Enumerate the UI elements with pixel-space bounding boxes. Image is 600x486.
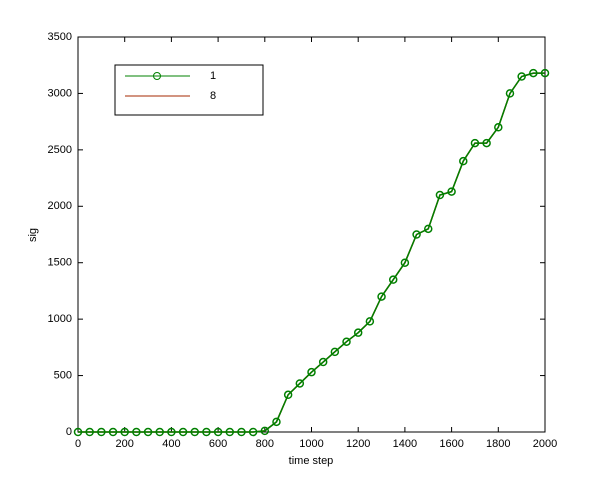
data-point [307, 367, 316, 377]
data-point [388, 275, 398, 284]
y-tick-label: 3000 [48, 87, 72, 99]
y-tick-label: 500 [54, 369, 72, 381]
data-point [85, 427, 94, 437]
data-point [424, 224, 433, 234]
data-point [447, 187, 456, 196]
x-tick-label: 1600 [439, 438, 463, 450]
data-point [459, 156, 468, 166]
data-point [97, 427, 106, 437]
data-point [517, 72, 526, 81]
data-point [529, 68, 538, 78]
x-tick-label: 400 [162, 438, 180, 450]
y-tick-label: 2500 [48, 144, 72, 156]
data-point [435, 190, 445, 200]
y-axis-label: sig [27, 228, 39, 242]
legend-box [114, 64, 264, 116]
data-point [505, 89, 515, 98]
data-point [237, 427, 246, 437]
data-point [365, 317, 375, 326]
y-tick-label: 1500 [48, 257, 72, 269]
data-point [190, 427, 199, 437]
data-point [330, 347, 340, 357]
legend-label: 8 [210, 90, 216, 102]
data-point [353, 328, 363, 337]
y-tick-label: 0 [66, 426, 72, 438]
x-tick-label: 600 [209, 438, 227, 450]
data-point [143, 427, 153, 437]
data-point [494, 123, 503, 132]
x-tick-label: 1000 [299, 438, 323, 450]
x-axis-label: time step [289, 455, 334, 467]
data-point [283, 390, 293, 400]
x-tick-label: 1400 [393, 438, 417, 450]
data-point [272, 417, 281, 427]
data-point [482, 138, 491, 148]
data-point [540, 68, 550, 78]
legend-label: 1 [210, 70, 216, 82]
data-point [342, 337, 351, 346]
data-point [225, 427, 235, 437]
x-tick-label: 200 [116, 438, 134, 450]
data-point [155, 427, 164, 437]
x-tick-label: 0 [75, 438, 81, 450]
data-point [167, 427, 176, 437]
data-point [318, 357, 328, 367]
data-point [132, 427, 141, 437]
data-point [120, 427, 129, 437]
x-tick-label: 1200 [346, 438, 370, 450]
data-point [377, 292, 386, 301]
x-tick-label: 800 [256, 438, 274, 450]
data-point [73, 427, 83, 437]
data-point [295, 379, 305, 388]
data-point [108, 427, 118, 437]
data-point [178, 427, 188, 437]
data-point [248, 427, 258, 437]
y-tick-label: 3500 [48, 31, 72, 43]
x-tick-label: 2000 [533, 438, 557, 450]
data-point [260, 426, 270, 436]
x-tick-label: 1800 [486, 438, 510, 450]
legend-marker [153, 72, 161, 80]
data-point [202, 427, 211, 437]
data-point [470, 138, 480, 148]
y-tick-label: 2000 [48, 200, 72, 212]
data-point [412, 230, 421, 239]
data-point [400, 258, 410, 267]
data-point [213, 427, 223, 437]
y-tick-label: 1000 [48, 313, 72, 325]
